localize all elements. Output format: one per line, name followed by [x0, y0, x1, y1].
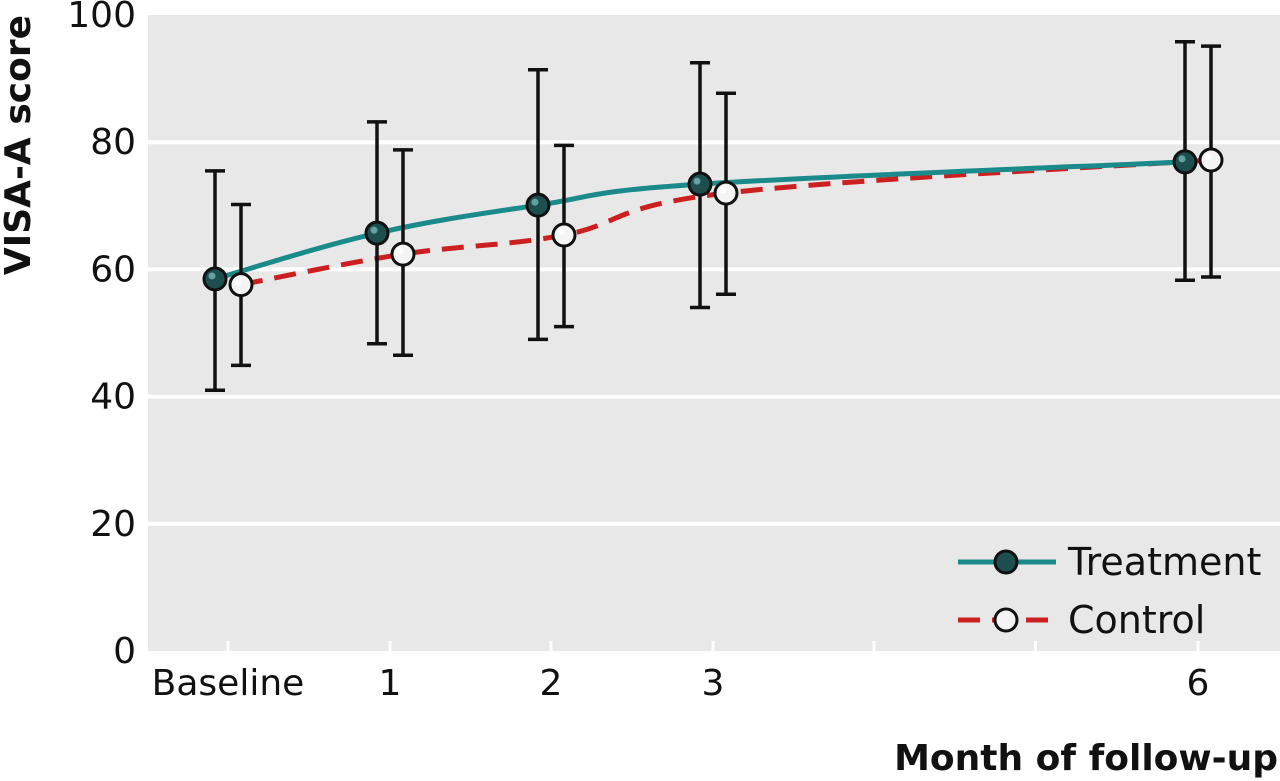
x-tick-label: 6: [1187, 663, 1210, 704]
data-point-treatment: [202, 266, 228, 292]
x-tick-label: 2: [540, 663, 563, 704]
error-bars: [205, 39, 1221, 392]
legend-entry-treatment: Treatment: [958, 540, 1261, 584]
data-point-highlight: [1178, 155, 1186, 163]
data-point-control: [713, 180, 739, 206]
grid-lines: [148, 140, 1280, 526]
data-point-control: [551, 222, 577, 248]
data-point-highlight: [208, 272, 216, 280]
y-tick-label: 20: [90, 504, 136, 545]
data-markers: [202, 147, 1224, 298]
x-tick-label: Baseline: [152, 663, 305, 704]
data-point-highlight: [1204, 153, 1212, 161]
legend-entry-control: Control: [958, 598, 1205, 642]
data-point-control: [228, 272, 254, 298]
y-tick-label: 0: [113, 631, 136, 672]
data-point-highlight: [531, 198, 539, 206]
x-tick-label: 1: [379, 663, 402, 704]
data-point-treatment: [525, 192, 551, 218]
legend-marker-sample: [993, 607, 1019, 633]
y-tick-label: 80: [90, 122, 136, 163]
data-point-treatment: [1172, 149, 1198, 175]
y-axis-tick-labels: 0 20 40 60 80 100: [67, 0, 136, 672]
y-axis-title: VISA-A score: [0, 15, 39, 275]
x-axis-title: Month of follow-up: [894, 738, 1278, 779]
data-point-control: [390, 241, 416, 267]
y-tick-label: 40: [90, 377, 136, 418]
data-point-highlight: [719, 186, 727, 194]
x-axis-ticks: [226, 641, 1200, 651]
data-point-highlight: [370, 226, 378, 234]
legend-marker-sample: [993, 549, 1019, 575]
data-point-highlight: [693, 177, 701, 185]
data-point-treatment: [364, 220, 390, 246]
data-point-highlight: [234, 278, 242, 286]
series-line-treatment: [214, 159, 1186, 282]
data-point-highlight: [396, 247, 404, 255]
series-line-control: [240, 157, 1212, 288]
legend-label: Control: [1068, 598, 1205, 642]
y-tick-label: 100: [67, 0, 136, 36]
data-point-treatment: [687, 171, 713, 197]
x-axis-tick-labels: Baseline 1 2 3 6: [152, 663, 1210, 704]
series-lines: [214, 157, 1212, 288]
plot-background: [148, 15, 1280, 651]
legend: Treatment Control: [958, 540, 1261, 642]
x-tick-label: 3: [702, 663, 725, 704]
y-tick-label: 60: [90, 249, 136, 290]
legend-label: Treatment: [1067, 540, 1261, 584]
data-point-control: [1198, 147, 1224, 173]
data-point-highlight: [557, 228, 565, 236]
